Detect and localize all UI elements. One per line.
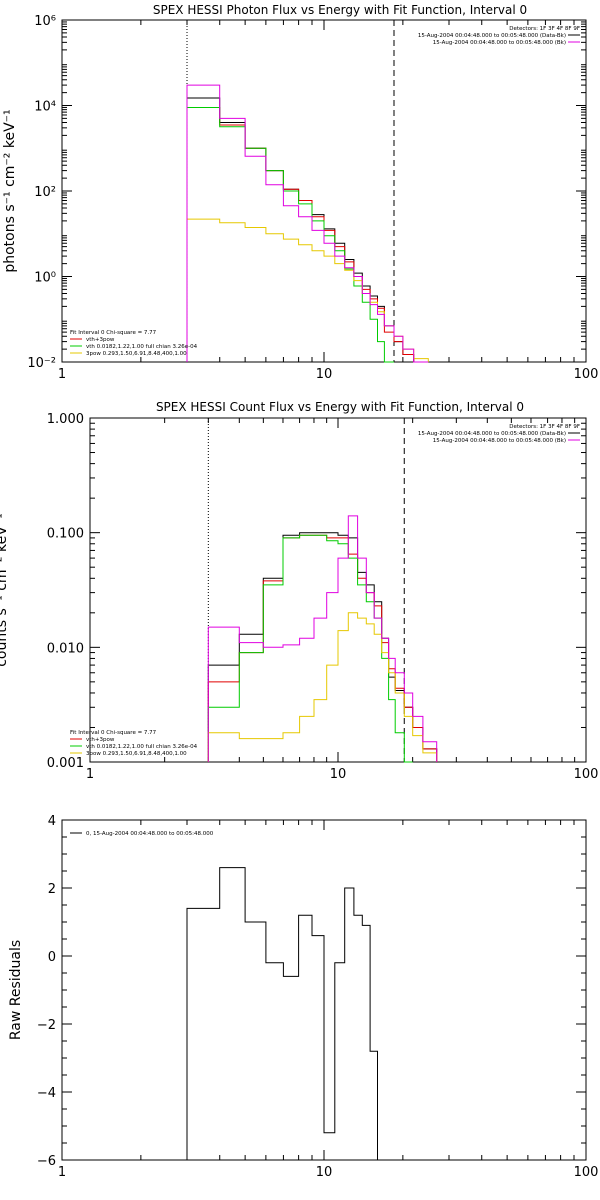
photon-x-tick-label: 1 [58, 367, 66, 382]
photon-right-legend: Detectors: 1F 3F 4F 8F 9F 15-Aug-2004 00… [418, 26, 580, 46]
photon-y-tick-label: 10⁰ [34, 271, 56, 286]
photon-left-legend: Fit Interval 0 Chi-square = 7.77 vth+3po… [70, 330, 198, 357]
count-y-tick-label: 1.000 [47, 412, 84, 427]
photon-legend-bk-interval: 15-Aug-2004 00:04:48.000 to 00:05:48.000… [433, 40, 566, 46]
count-chart-title: SPEX HESSI Count Flux vs Energy with Fit… [156, 400, 524, 414]
photon-series-vth-3pow [187, 108, 428, 363]
count-legend-model: vth+3pow [86, 737, 115, 743]
photon-y-tick-label: 10⁶ [34, 14, 56, 29]
photon-legend-model: vth+3pow [86, 337, 115, 343]
photon-series-3pow [187, 219, 428, 362]
count-x-tick-label: 1 [86, 767, 94, 782]
residuals-x-tick-label: 100 [574, 1165, 599, 1180]
count-series-3pow [208, 613, 436, 762]
residuals-x-tick-label: 10 [316, 1165, 333, 1180]
residuals-legend-label: 0, 15-Aug-2004 00:04:48.000 to 00:05:48.… [86, 831, 214, 837]
photon-flux-panel: SPEX HESSI Photon Flux vs Energy with Fi… [2, 3, 598, 382]
count-series-bk [208, 516, 436, 762]
photon-legend-data-interval: 15-Aug-2004 00:04:48.000 to 00:05:48.000… [418, 33, 566, 39]
count-legend-vth: vth 0.0182,1.22,1.00 full chian 3.26e-04 [86, 744, 198, 750]
residuals-y-tick-label: 2 [48, 882, 56, 897]
residuals-y-tick-label: −2 [37, 1018, 56, 1033]
count-legend-fit: Fit Interval 0 Chi-square = 7.77 [70, 730, 157, 736]
photon-x-tick-label: 100 [574, 367, 599, 382]
residuals-panel: Raw Residuals 1 10 100 −6 −4 −2 0 2 4 0, 15-Aug-… [8, 814, 598, 1180]
count-flux-panel: SPEX HESSI Count Flux vs Energy with Fit… [0, 400, 598, 782]
count-right-legend: Detectors: 1F 3F 4F 8F 9F 15-Aug-2004 00… [418, 424, 580, 444]
residuals-legend: 0, 15-Aug-2004 00:04:48.000 to 00:05:48.… [70, 831, 214, 837]
residuals-y-axis-label: Raw Residuals [8, 940, 24, 1040]
photon-series-vth [187, 108, 394, 363]
count-left-legend: Fit Interval 0 Chi-square = 7.77 vth+3po… [70, 730, 198, 757]
count-y-axis-label: counts s⁻¹ cm⁻² keV⁻¹ [0, 513, 10, 667]
residuals-y-tick-label: −4 [37, 1086, 56, 1101]
count-series-vth-3pow [208, 535, 436, 762]
photon-y-tick-label: 10⁻² [27, 356, 56, 371]
count-y-tick-label: 0.100 [47, 527, 84, 542]
count-x-tick-label: 10 [330, 767, 347, 782]
residuals-x-tick-label: 1 [58, 1165, 66, 1180]
photon-legend-vth: vth 0.0182,1.22,1.00 full chian 3.26e-04 [86, 344, 198, 350]
figure: SPEX HESSI Photon Flux vs Energy with Fi… [0, 0, 600, 1200]
photon-y-tick-label: 10² [34, 185, 56, 200]
count-legend-data-interval: 15-Aug-2004 00:04:48.000 to 00:05:48.000… [418, 431, 566, 437]
count-y-tick-label: 0.001 [47, 756, 84, 771]
residuals-y-tick-label: 0 [48, 950, 56, 965]
residuals-y-tick-label: 4 [48, 814, 56, 829]
count-legend-bk-interval: 15-Aug-2004 00:04:48.000 to 00:05:48.000… [433, 438, 566, 444]
photon-x-tick-label: 10 [316, 367, 333, 382]
photon-y-axis-label: photons s⁻¹ cm⁻² keV⁻¹ [2, 109, 18, 272]
photon-legend-fit: Fit Interval 0 Chi-square = 7.77 [70, 330, 157, 336]
count-series-data-bk [208, 533, 436, 762]
photon-chart-title: SPEX HESSI Photon Flux vs Energy with Fi… [153, 3, 527, 17]
count-legend-3pow: 3pow 0.293,1.50,6.91,8.48,400,1.00 [86, 751, 187, 757]
photon-legend-3pow: 3pow 0.293,1.50,6.91,8.48,400,1.00 [86, 351, 187, 357]
count-x-tick-label: 100 [574, 767, 599, 782]
residuals-y-tick-label: −6 [37, 1154, 56, 1169]
count-legend-detectors: Detectors: 1F 3F 4F 8F 9F [509, 424, 580, 430]
photon-y-tick-label: 10⁴ [34, 100, 56, 115]
photon-series-data-bk [187, 98, 428, 362]
residuals-series-0-15-aug-2004-00-04-48-000-to-00-05-48-000 [187, 868, 378, 1160]
photon-plot-frame [62, 20, 586, 362]
count-y-tick-label: 0.010 [47, 641, 84, 656]
photon-legend-detectors: Detectors: 1F 3F 4F 8F 9F [509, 26, 580, 32]
